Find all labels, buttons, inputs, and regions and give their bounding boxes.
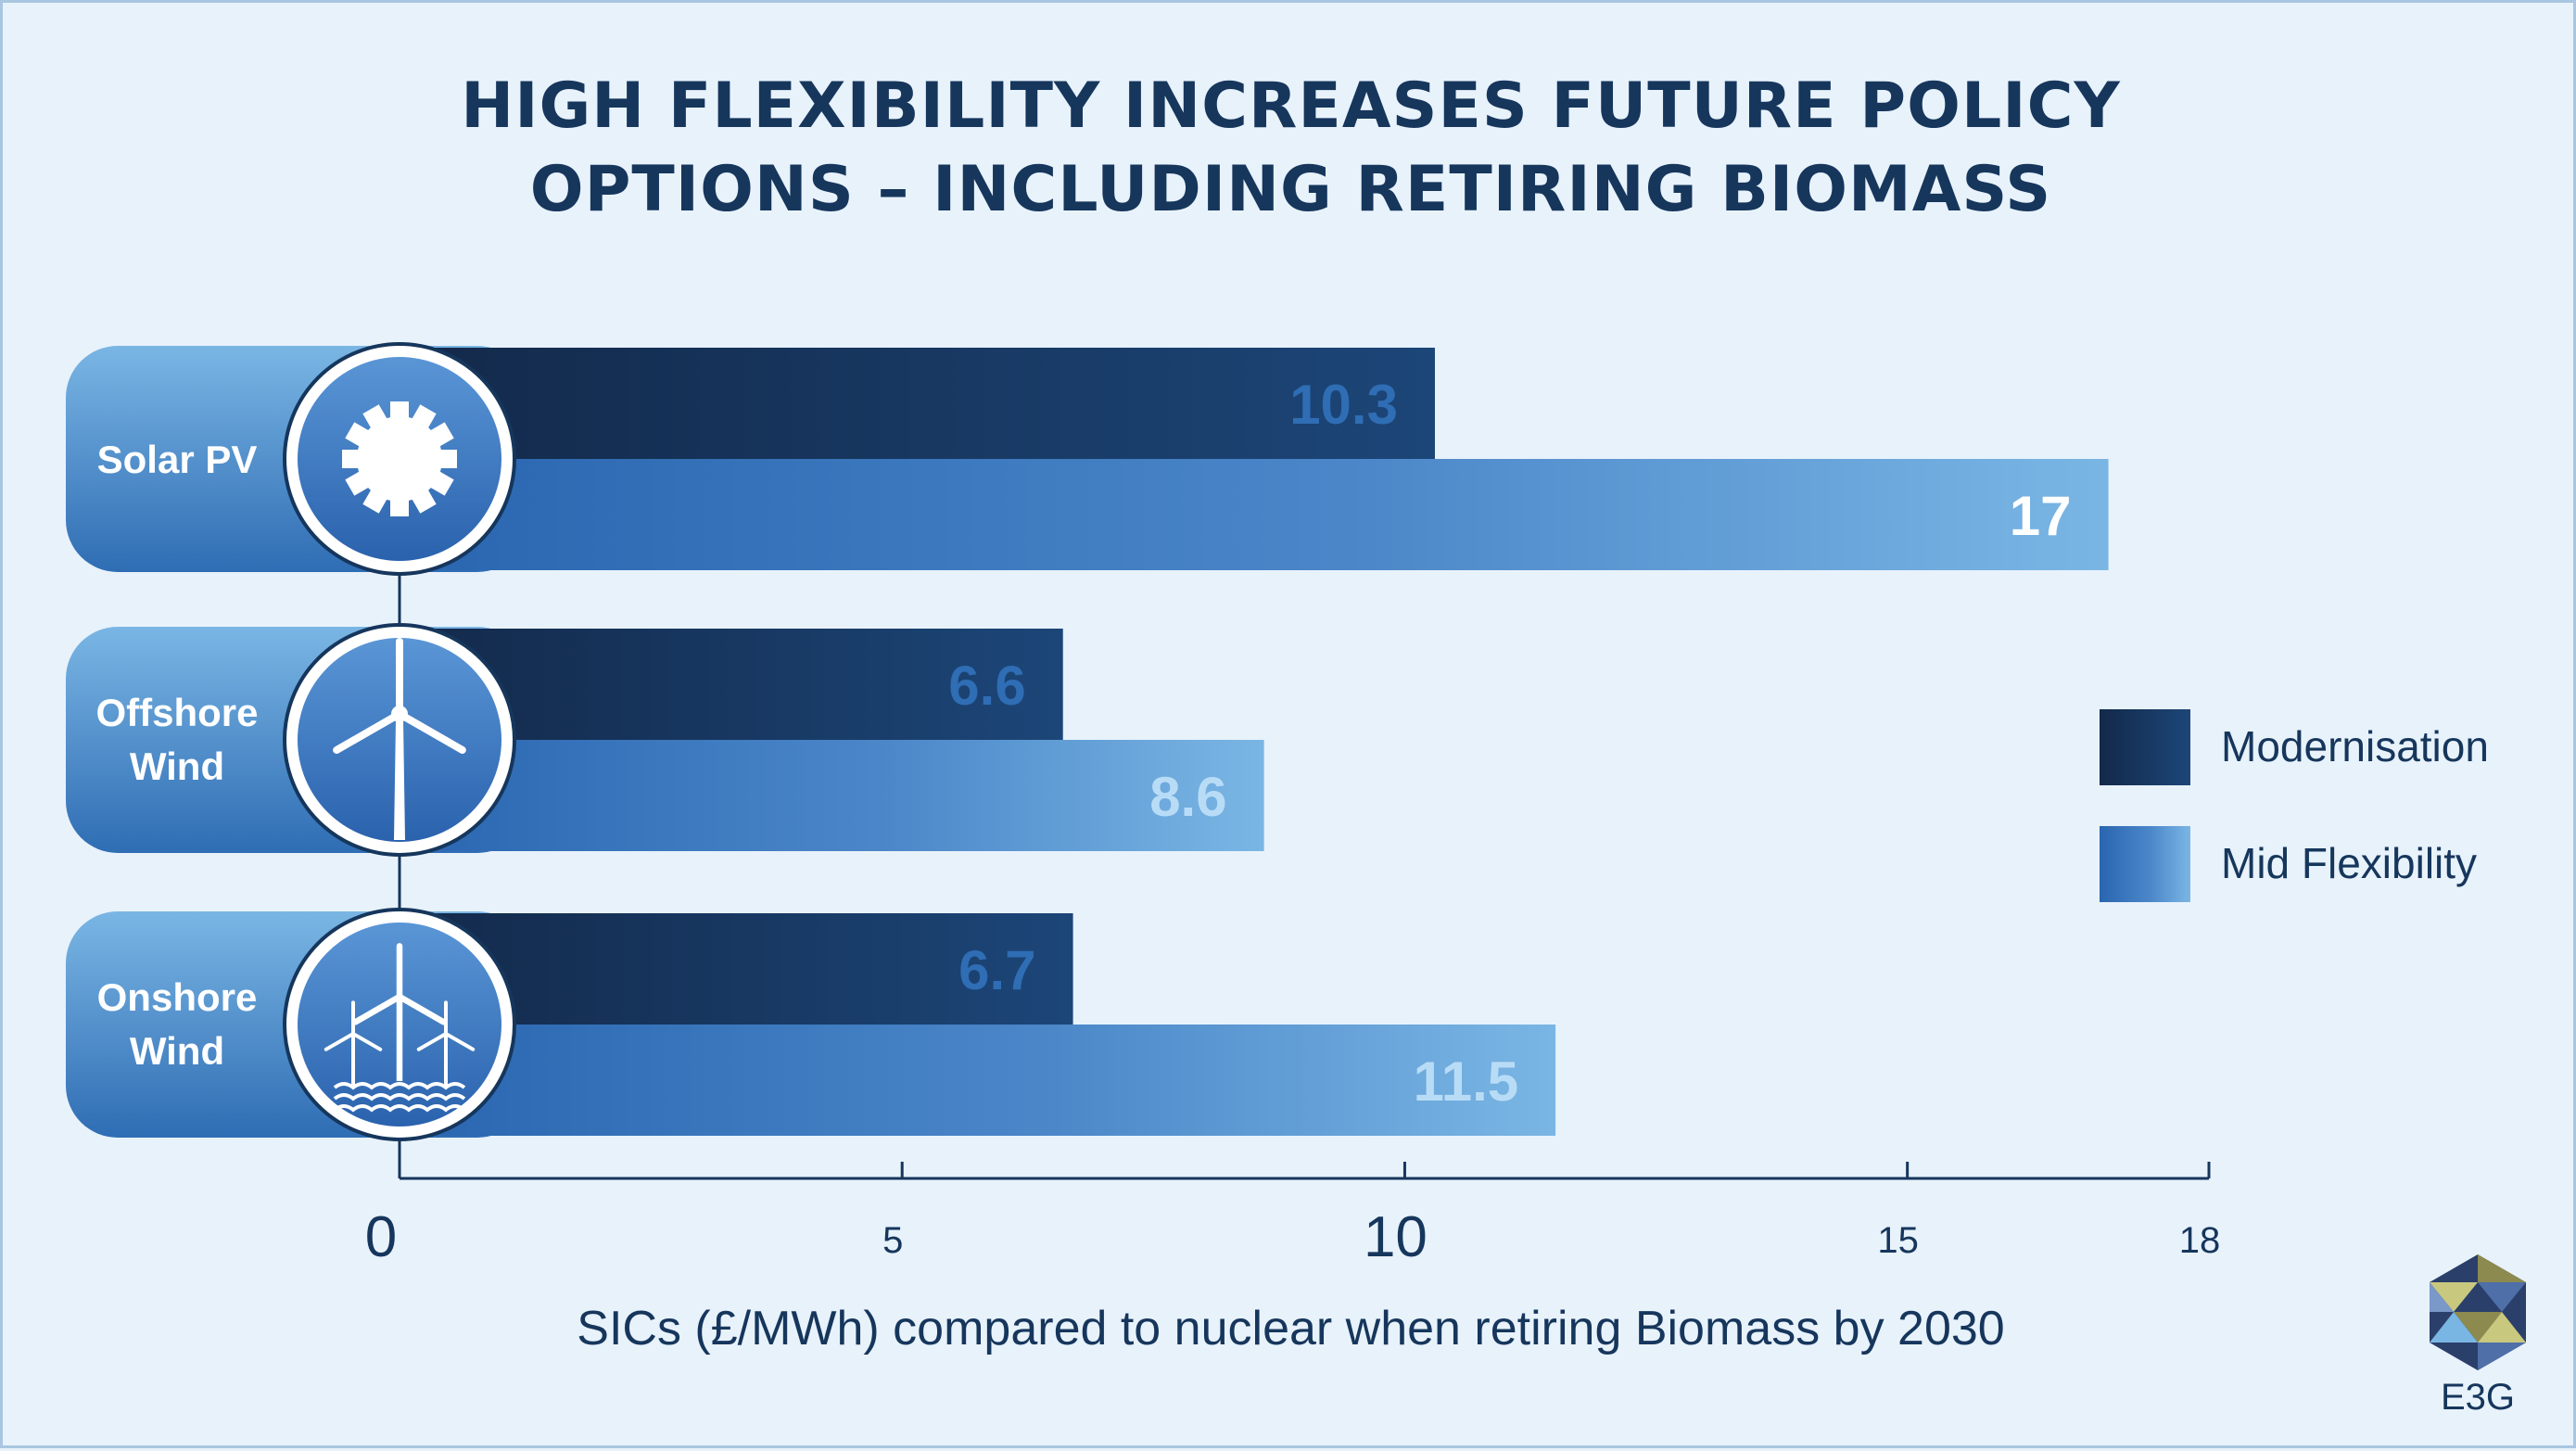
bar-modernisation: [400, 348, 1435, 459]
chart-title-line-1: HIGH FLEXIBILITY INCREASES FUTURE POLICY: [461, 70, 2121, 143]
sun-icon: [298, 357, 501, 561]
data-label: 6.6: [948, 655, 1025, 717]
legend-label: Modernisation: [2221, 722, 2489, 770]
logo-text: E3G: [2440, 1377, 2516, 1418]
category-label: Wind: [130, 1029, 224, 1073]
category-label: Offshore: [95, 691, 258, 734]
legend-swatch-modernisation: [2100, 709, 2190, 785]
data-label: 17: [2010, 485, 2072, 547]
data-label: 6.7: [958, 939, 1035, 1001]
legend-swatch-mid-flexibility: [2100, 826, 2190, 902]
data-label: 10.3: [1289, 374, 1398, 436]
x-tick-label: 18: [2179, 1220, 2221, 1261]
x-tick-label: 10: [1364, 1205, 1428, 1269]
x-tick-label: 15: [1877, 1220, 1919, 1261]
x-axis-label: SICs (£/MWh) compared to nuclear when re…: [577, 1302, 2005, 1356]
category-label: Wind: [130, 745, 224, 788]
chart-title-line-2: OPTIONS – INCLUDING RETIRING BIOMASS: [529, 153, 2052, 226]
bar-mid-flexibility: [400, 1025, 1556, 1136]
data-label: 8.6: [1149, 766, 1226, 828]
x-tick-label: 5: [882, 1220, 903, 1261]
x-tick-label: 0: [365, 1205, 397, 1269]
e3g-logo-icon: [2430, 1254, 2526, 1370]
bar-chart: 0 5 10 15 18 10.3 17 Solar PV 6.6 8.6 Offshore Wind…: [66, 342, 2489, 1269]
category-label: Solar PV: [97, 438, 258, 481]
legend-label: Mid Flexibility: [2221, 839, 2477, 887]
bar-mid-flexibility: [400, 740, 1264, 851]
bar-mid-flexibility: [400, 459, 2109, 570]
onshore-wind-farm-icon: [298, 923, 501, 1126]
category-label: Onshore: [97, 975, 258, 1019]
data-label: 11.5: [1414, 1050, 1518, 1113]
offshore-wind-turbine-icon: [298, 638, 501, 842]
